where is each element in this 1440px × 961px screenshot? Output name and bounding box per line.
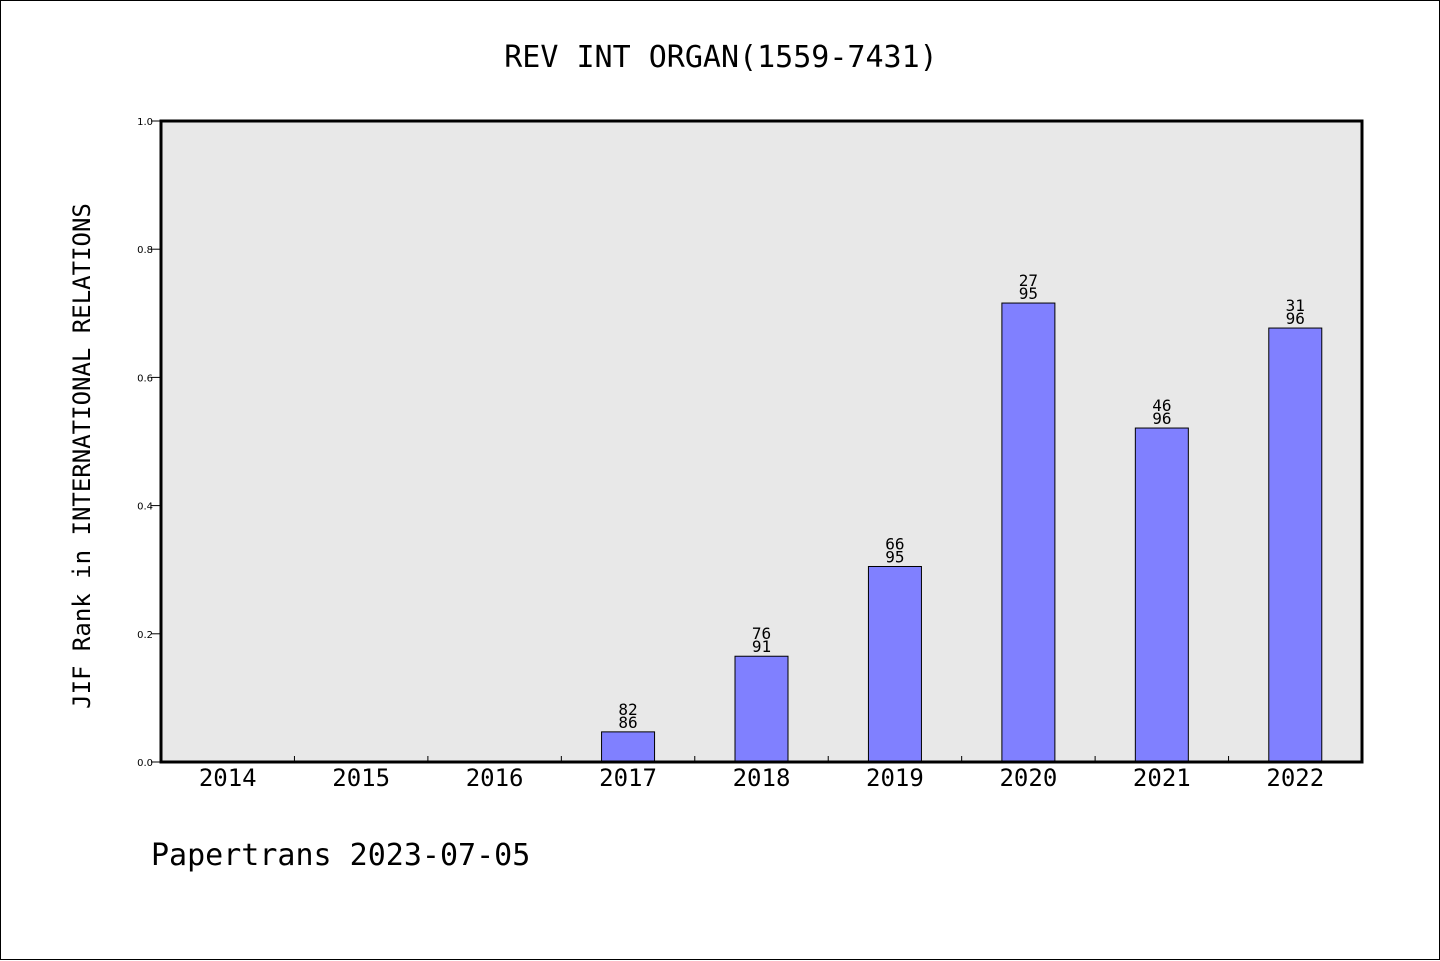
bar-2021	[1134, 427, 1189, 763]
x-tick-label: 2021	[1133, 764, 1191, 792]
y-axis-label: JIF Rank in INTERNATIONAL RELATIONS	[68, 203, 96, 709]
data-label-rank: 82	[618, 700, 637, 719]
x-tick-label: 2016	[466, 764, 524, 792]
x-tick-label: 2014	[199, 764, 257, 792]
data-label-total: 91	[752, 637, 771, 656]
x-tick-label: 2015	[332, 764, 390, 792]
y-tick-label: 0.2	[137, 630, 153, 641]
data-label-rank: 76	[752, 624, 771, 643]
data-label-rank: 46	[1152, 396, 1171, 415]
bar-2019	[867, 565, 922, 763]
x-tick-label: 2017	[599, 764, 657, 792]
y-tick-label: 1.0	[137, 117, 153, 128]
data-label-total: 96	[1152, 409, 1171, 428]
data-label-total: 96	[1286, 309, 1305, 328]
x-tick-label: 2022	[1266, 764, 1324, 792]
data-label-rank: 27	[1019, 271, 1038, 290]
data-label-total: 95	[885, 547, 904, 566]
data-label-rank: 31	[1286, 296, 1305, 315]
x-tick-label: 2020	[999, 764, 1057, 792]
plot-border	[159, 119, 1364, 764]
x-axis: 2014 2015 2016 2017 2018 2019 2020 2021 2022	[199, 756, 1324, 792]
data-label-rank: 66	[885, 534, 904, 553]
y-tick-label: 0.8	[137, 245, 153, 256]
footer-credit: Papertrans 2023-07-05	[151, 838, 530, 873]
x-tick-label: 2019	[866, 764, 924, 792]
data-label-total: 86	[618, 713, 637, 732]
y-axis: 0.0 0.2 0.4 0.6 0.8 1.0	[137, 117, 161, 769]
chart-title: REV INT ORGAN(1559-7431)	[504, 40, 937, 75]
bar-2018	[734, 655, 789, 763]
bar-2020	[1001, 302, 1056, 763]
bar-2022	[1268, 327, 1323, 763]
data-label-total: 95	[1019, 284, 1038, 303]
y-tick-label: 0.0	[137, 758, 153, 769]
bar-2017	[601, 731, 656, 763]
x-tick-label: 2018	[733, 764, 791, 792]
y-tick-label: 0.4	[137, 502, 153, 513]
y-tick-label: 0.6	[137, 373, 153, 384]
